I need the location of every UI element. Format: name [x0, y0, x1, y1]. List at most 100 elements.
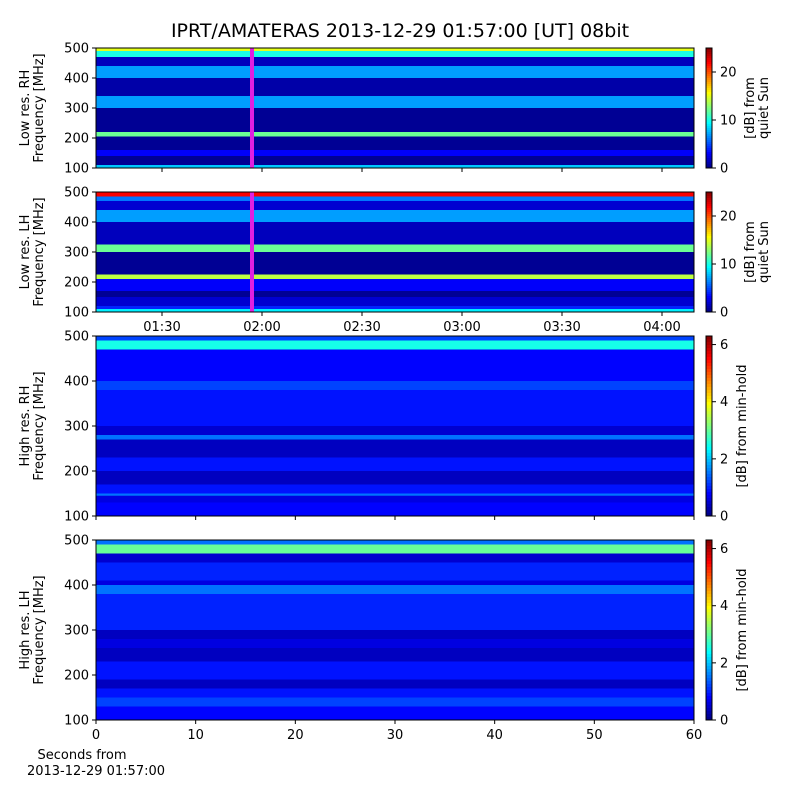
colorbar-label: [dB] from min-hold [735, 364, 750, 487]
colorbar-step [706, 58, 712, 61]
y-tick-label: 500 [64, 330, 89, 345]
x-tick-label: 10 [187, 728, 204, 743]
colorbar-step [706, 276, 712, 279]
band [96, 96, 694, 108]
colorbar-step [706, 134, 712, 137]
colorbar-tick-label: 10 [720, 114, 737, 129]
colorbar-step [706, 471, 712, 475]
band [96, 426, 694, 435]
colorbar-step [706, 240, 712, 243]
colorbar-step [706, 96, 712, 99]
colorbar-step [706, 678, 712, 682]
colorbar-step [706, 621, 712, 625]
colorbar-step [706, 256, 712, 259]
colorbar-step [706, 122, 712, 125]
colorbar-step [706, 666, 712, 670]
band [96, 471, 694, 485]
colorbar-step [706, 268, 712, 271]
colorbar-step [706, 633, 712, 637]
colorbar-step [706, 354, 712, 358]
colorbar-step [706, 66, 712, 69]
colorbar-step [706, 98, 712, 101]
colorbar-step [706, 248, 712, 251]
colorbar-step [706, 64, 712, 67]
x-tick-label: 02:30 [343, 320, 380, 335]
colorbar-step [706, 260, 712, 263]
colorbar-step [706, 226, 712, 229]
colorbar-step [706, 591, 712, 595]
y-tick-label: 500 [64, 186, 89, 201]
colorbar-step [706, 699, 712, 703]
band [96, 340, 694, 350]
colorbar-step [706, 387, 712, 391]
colorbar-step [706, 272, 712, 275]
band [96, 381, 694, 390]
colorbar-step [706, 438, 712, 442]
colorbar-step [706, 339, 712, 343]
x-tick-label: 0 [92, 728, 100, 743]
band [96, 688, 694, 698]
colorbar-step [706, 639, 712, 643]
colorbar-step [706, 693, 712, 697]
x-tick-label: 60 [686, 728, 703, 743]
colorbar-step [706, 429, 712, 433]
band [96, 580, 694, 585]
colorbar-step [706, 573, 712, 577]
band [96, 439, 694, 458]
colorbar-label: [dB] from [743, 77, 758, 139]
colorbar-tick-label: 0 [720, 162, 728, 177]
colorbar-step [706, 164, 712, 167]
y-tick-label: 500 [64, 534, 89, 549]
colorbar-tick-label: 2 [720, 656, 728, 671]
colorbar-step [706, 230, 712, 233]
band [96, 108, 694, 132]
colorbar-step [706, 212, 712, 215]
y-tick-label: 200 [64, 465, 89, 480]
colorbar-step [706, 202, 712, 205]
colorbar-step [706, 372, 712, 376]
band [96, 150, 694, 156]
colorbar-step [706, 660, 712, 664]
band [96, 196, 694, 201]
colorbar-step [706, 146, 712, 149]
colorbar-step [706, 136, 712, 139]
band [96, 78, 694, 96]
colorbar-step [706, 262, 712, 265]
colorbar-step [706, 158, 712, 161]
colorbar-step [706, 393, 712, 397]
y-tick-label: 100 [64, 714, 89, 729]
colorbar-step [706, 280, 712, 283]
colorbar-step [706, 348, 712, 352]
colorbar-step [706, 447, 712, 451]
colorbar-step [706, 375, 712, 379]
colorbar-step [706, 444, 712, 448]
colorbar-step [706, 166, 712, 169]
y-tick-label: 300 [64, 420, 89, 435]
colorbar-step [706, 507, 712, 511]
colorbar-step [706, 258, 712, 261]
colorbar-step [706, 214, 712, 217]
colorbar-step [706, 390, 712, 394]
colorbar-step [706, 250, 712, 253]
colorbar-step [706, 118, 712, 121]
colorbar-step [706, 405, 712, 409]
x-tick-label: 02:00 [243, 320, 280, 335]
colorbar-step [706, 82, 712, 85]
band [96, 630, 694, 639]
band [96, 390, 694, 426]
x-tick-label: 03:00 [443, 320, 480, 335]
band [96, 244, 694, 252]
colorbar-step [706, 80, 712, 83]
colorbar-step [706, 456, 712, 460]
band [96, 51, 694, 57]
band [96, 132, 694, 137]
colorbar-step [706, 84, 712, 87]
colorbar-step [706, 304, 712, 307]
y-axis-label: Frequency [MHz] [32, 197, 47, 306]
band [96, 291, 694, 297]
colorbar-step [706, 274, 712, 277]
colorbar-step [706, 627, 712, 631]
colorbar-step [706, 540, 712, 544]
y-axis-label: Low res. LH [18, 215, 33, 290]
